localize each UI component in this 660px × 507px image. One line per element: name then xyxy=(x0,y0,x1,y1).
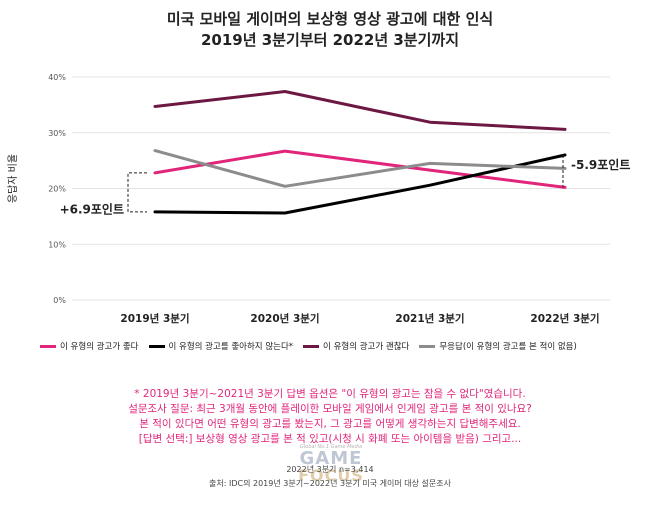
footnote: * 2019년 3분기~2021년 3분기 답변 옵션은 "이 유형의 광고는 … xyxy=(0,387,660,447)
legend-label: 이 유형의 광고를 좋아하지 않는다* xyxy=(168,342,294,352)
series-line-4 xyxy=(153,149,567,188)
annotation-bracket-left xyxy=(127,172,147,213)
game-focus-logo: Global No.1 Game Media GAME FOCUS xyxy=(256,444,406,498)
logo-word-game: GAME xyxy=(299,448,363,469)
logo-word-focus: FOCUS xyxy=(298,466,364,485)
legend-swatch xyxy=(303,344,320,348)
legend-item-3: 이 유형의 광고가 괜찮다 xyxy=(303,340,409,352)
source-note: 출처: IDC의 2019년 3분기~2022년 3분기 미국 게이머 대상 설… xyxy=(209,479,451,488)
x-tick-label: 2020년 3분기 xyxy=(250,312,319,325)
legend-label: 이 유형의 광고가 괜찮다 xyxy=(323,342,410,352)
legend-label: 이 유형의 광고가 좋다 xyxy=(60,342,139,352)
legend-swatch xyxy=(40,344,56,348)
line-chart: 0% 10% 20% 30% 40% 2019년 3분기 2020년 3분기 2021년 3… xyxy=(7,73,630,325)
logo-tagline: Global No.1 Game Media xyxy=(299,444,363,450)
legend-item-2: 이 유형의 광고를 좋아하지 않는다* xyxy=(148,340,294,352)
legend-label: 무응답(이 유형의 광고를 본 적이 없음) xyxy=(439,342,577,352)
footnote-line-2: 설문조사 질문: 최근 3개월 동안에 플레이한 모바일 게임에서 인게임 광고… xyxy=(128,403,532,415)
footnote-line-3: 본 적이 있다면 어떤 유형의 광고를 봤는지, 그 광고를 어떻게 생각하는지… xyxy=(139,418,521,430)
legend-item-4: 무응답(이 유형의 광고를 본 적이 없음) xyxy=(419,340,577,352)
legend-swatch xyxy=(148,344,165,348)
footnote-line-4: [답변 선택:] 보상형 영상 광고를 본 적 있고(시청 시 화폐 또는 아이… xyxy=(138,433,522,445)
sample-size: 2022년 3분기 n=3,414 xyxy=(286,465,374,474)
annotation-right: -5.9포인트 xyxy=(571,157,630,172)
x-tick-label: 2022년 3분기 xyxy=(530,312,599,325)
y-tick-label: 0% xyxy=(53,296,66,305)
chart-title-line1: 미국 모바일 게이머의 보상형 영상 광고에 대한 인식 xyxy=(166,10,494,28)
series-line-2 xyxy=(153,153,567,215)
y-axis-label: 응답자 비율 xyxy=(7,154,19,203)
series-line-3 xyxy=(153,90,567,131)
chart-title-line2: 2019년 3분기부터 2022년 3분기까지 xyxy=(200,31,460,49)
y-tick-label: 40% xyxy=(48,73,66,82)
footnote-line-1: * 2019년 3분기~2021년 3분기 답변 옵션은 "이 유형의 광고는 … xyxy=(134,388,526,400)
legend-swatch xyxy=(419,344,436,348)
y-tick-label: 10% xyxy=(48,240,66,249)
chart-legend: 이 유형의 광고가 좋다 이 유형의 광고를 좋아하지 않는다* 이 유형의 광고가… xyxy=(40,340,640,352)
x-tick-label: 2021년 3분기 xyxy=(395,312,464,325)
legend-item-1: 이 유형의 광고가 좋다 xyxy=(40,340,139,352)
series-line-1 xyxy=(153,149,567,189)
x-tick-label: 2019년 3분기 xyxy=(120,312,189,325)
y-tick-label: 20% xyxy=(48,185,66,194)
y-tick-label: 30% xyxy=(48,129,66,138)
annotation-left: +6.9포인트 xyxy=(60,201,124,216)
